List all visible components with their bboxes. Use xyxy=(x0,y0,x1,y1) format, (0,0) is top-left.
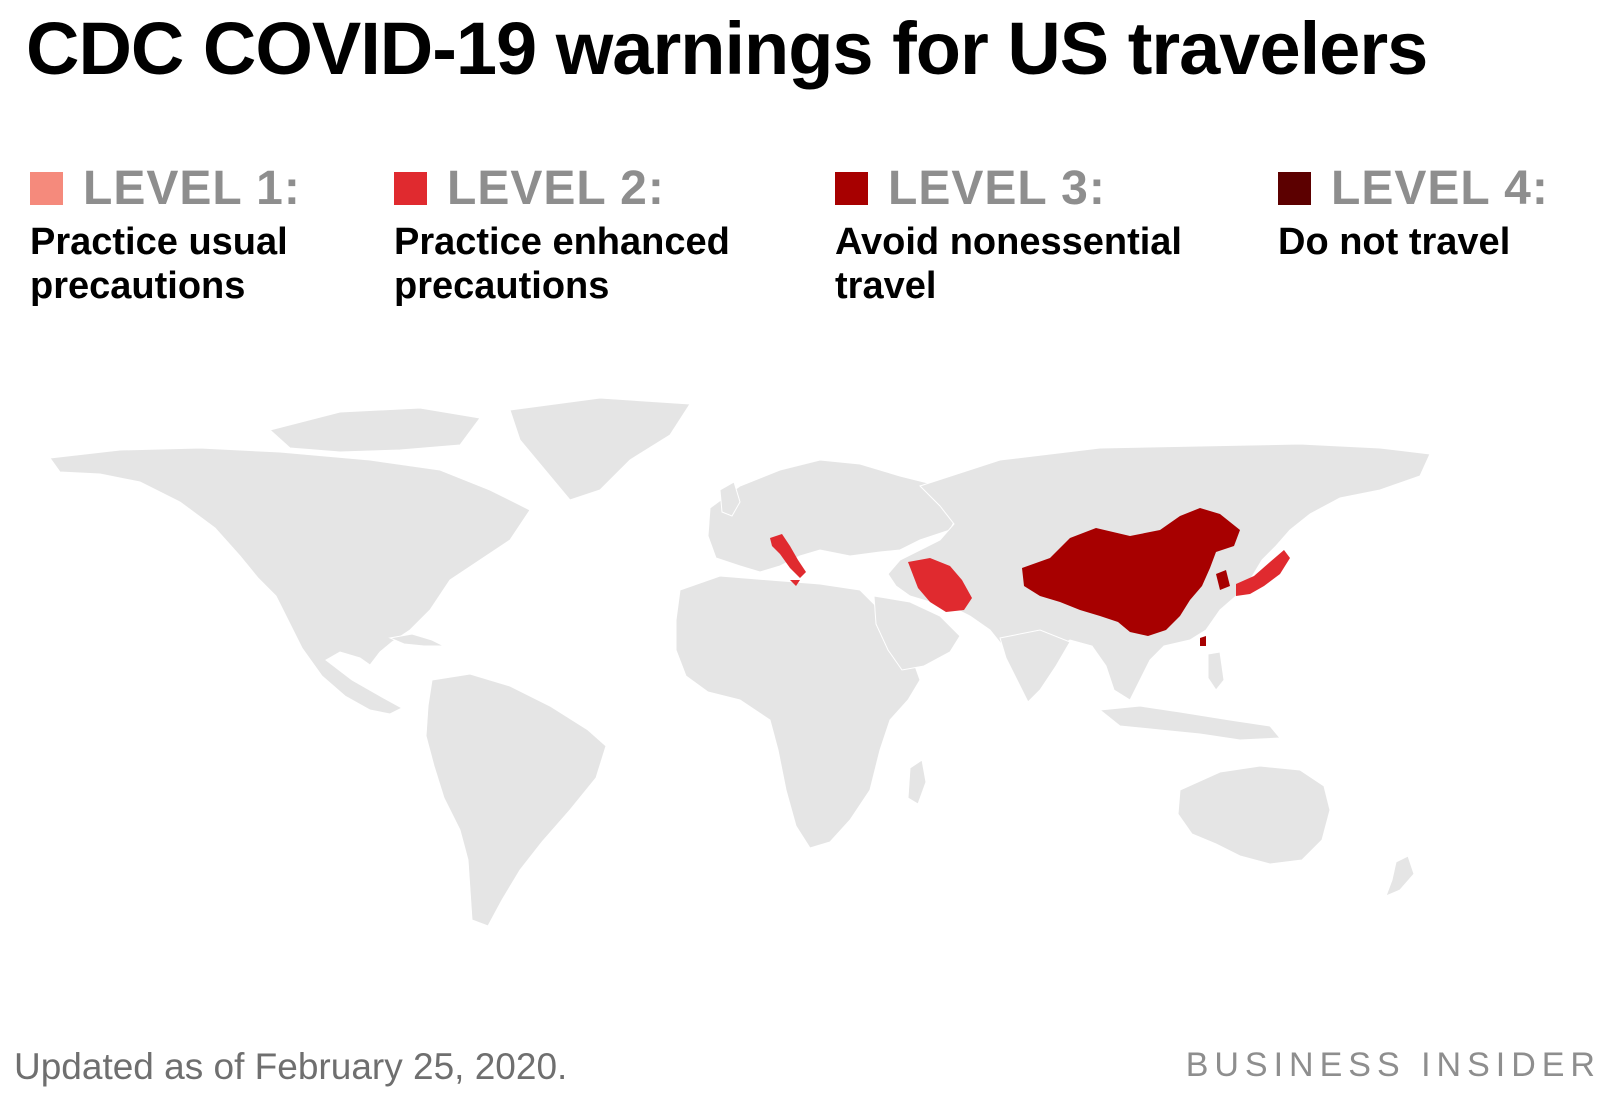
legend-item-level-3: LEVEL 3: Avoid nonessential travel xyxy=(835,162,1225,308)
country-japan xyxy=(1236,550,1290,596)
legend-description: Do not travel xyxy=(1278,221,1511,263)
country-sicily xyxy=(790,580,800,586)
legend-description: Avoid nonessential travel xyxy=(835,221,1182,307)
landmass-uk xyxy=(719,481,741,517)
legend-item-level-4: LEVEL 4: Do not travel xyxy=(1278,162,1598,264)
country-italy xyxy=(770,534,806,578)
landmass-australia xyxy=(1177,765,1331,865)
landmass-north-america xyxy=(49,447,531,715)
landmass-india xyxy=(999,629,1071,703)
world-map xyxy=(49,397,1431,927)
legend-swatch-level-2 xyxy=(394,171,427,205)
legend-swatch-level-4 xyxy=(1278,171,1311,205)
highlighted-countries xyxy=(770,508,1290,646)
country-iran xyxy=(908,558,972,612)
legend-level-label: LEVEL 1: xyxy=(83,161,301,215)
land-masses xyxy=(49,397,1431,927)
legend-swatch-level-1 xyxy=(30,171,63,205)
landmass-madagascar xyxy=(907,759,927,805)
legend-description: Practice enhanced precautions xyxy=(394,221,730,307)
landmass-caribbean xyxy=(388,633,445,647)
landmass-south-america xyxy=(425,673,607,927)
updated-note: Updated as of February 25, 2020. xyxy=(14,1046,568,1087)
country-taiwan xyxy=(1200,636,1206,646)
brand-logo: BUSINESS INSIDER xyxy=(1185,1046,1601,1084)
page-title: CDC COVID-19 warnings for US travelers xyxy=(26,7,1428,90)
country-china xyxy=(1022,508,1240,636)
landmass-arctic-islands xyxy=(268,407,481,453)
legend-swatch-level-3 xyxy=(835,171,868,205)
legend-level-label: LEVEL 4: xyxy=(1331,161,1549,215)
legend-description: Practice usual precautions xyxy=(30,221,288,307)
landmass-greenland xyxy=(509,397,691,501)
landmass-philippines xyxy=(1207,651,1225,691)
legend-item-level-1: LEVEL 1: Practice usual precautions xyxy=(30,162,420,308)
country-south-korea xyxy=(1216,570,1230,590)
legend-level-label: LEVEL 3: xyxy=(888,161,1106,215)
legend-item-level-2: LEVEL 2: Practice enhanced precautions xyxy=(394,162,784,308)
landmass-new-zealand xyxy=(1385,855,1415,897)
landmass-europe xyxy=(707,459,961,573)
legend-level-label: LEVEL 2: xyxy=(447,161,665,215)
landmass-indonesia xyxy=(1098,705,1282,741)
landmass-arabia xyxy=(873,595,961,671)
landmass-africa xyxy=(675,575,921,849)
